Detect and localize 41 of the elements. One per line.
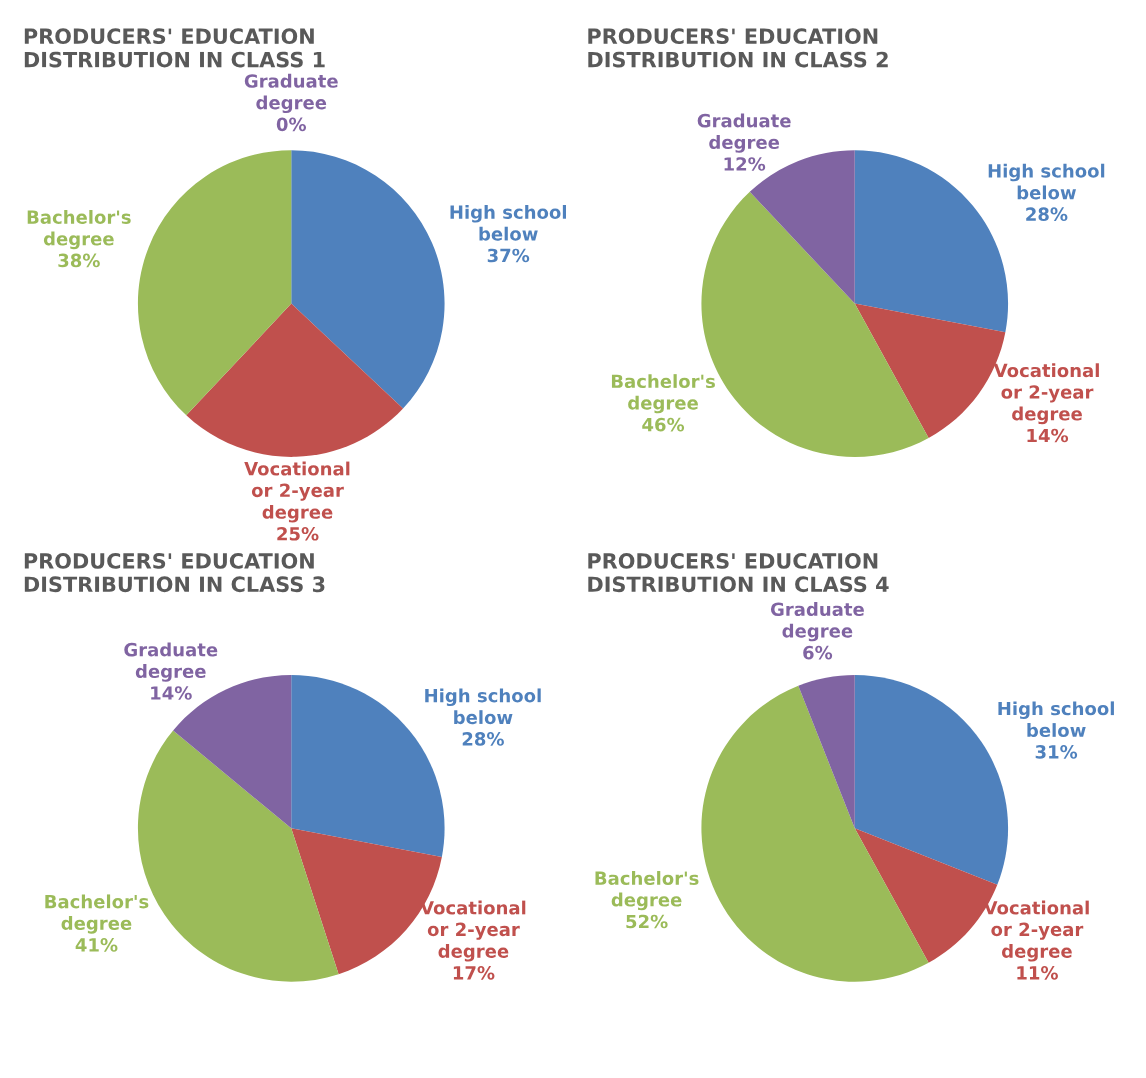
slice-label: Bachelor's degree [45,894,149,934]
data-label: 46% [642,417,685,432]
pie-slice [137,150,292,416]
data-label: 41% [75,938,118,952]
slice-label: Bachelor's degree [27,209,131,250]
data-label: 28% [1026,207,1068,222]
data-label: 6% [803,645,833,660]
data-label: 17% [453,965,495,980]
slice-label: High school below [998,701,1114,738]
slice-label: Graduate degree [770,602,864,642]
data-label: 12% [724,157,766,171]
data-label: 14% [1027,428,1069,443]
text: 0% [276,117,306,132]
slice-label: High school below [450,204,567,241]
data-label: 11% [1017,965,1058,980]
data-label: 31% [1035,745,1078,759]
category-label: Graduate degree [244,73,338,114]
pie-slice [291,150,445,409]
chart-title: PRODUCERS' EDUCATION DISTRIBUTION IN CLASS 2 [588,28,888,68]
slice-label: Bachelor's degree [595,871,699,911]
slice-label: Vocational or 2-year degree [983,900,1089,962]
slice-label: Vocational or 2-year degree [420,900,526,962]
slice-label: Vocational or 2-year degree [993,363,1099,425]
slice-label: Bachelor's degree [611,374,715,414]
slice-label: High school below [425,688,541,725]
slice-label: High school below [988,163,1105,200]
data-label: 37% [487,248,530,263]
slice-label: Graduate degree [124,642,218,682]
pie-slice [186,303,404,457]
data-label: 25% [277,526,319,541]
data-label: 28% [462,732,504,746]
slice-label: Graduate degree [697,113,791,153]
data-label: 38% [58,253,100,268]
chart-title: PRODUCERS' EDUCATION DISTRIBUTION IN CLASS 4 [588,553,889,593]
pie-slice [701,685,929,982]
pie-slice [798,674,855,829]
chart-title: PRODUCERS' EDUCATION DISTRIBUTION IN CLASS 1 [24,28,325,68]
data-label: 14% [151,686,192,700]
chart-title: PRODUCERS' EDUCATION DISTRIBUTION IN CLASS 3 [24,553,325,593]
data-label: 52% [626,914,668,929]
slice-label: Vocational or 2-year degree [244,461,350,523]
